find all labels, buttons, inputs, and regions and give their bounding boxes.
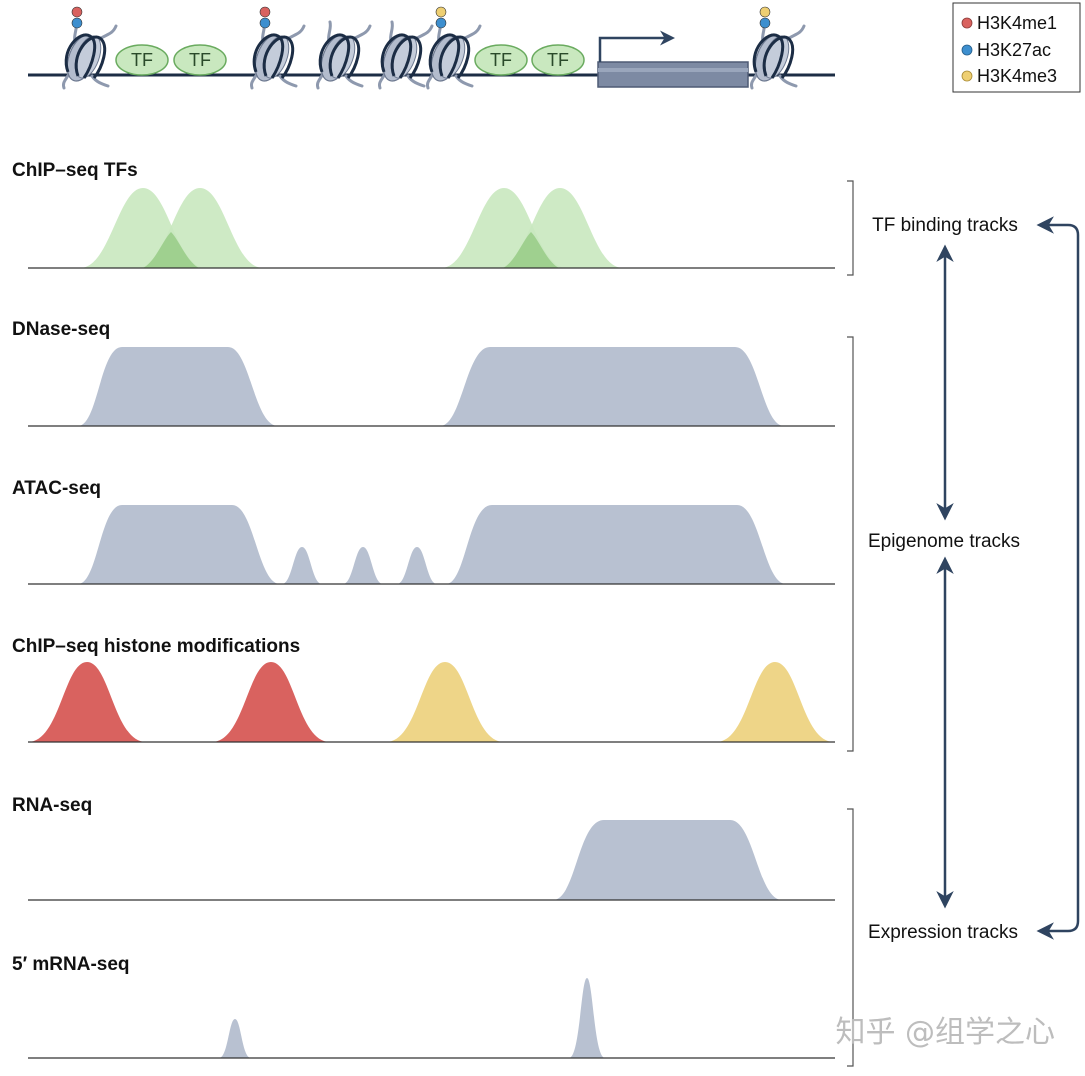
h3k27ac-mark	[759, 17, 771, 29]
bracket-expression	[847, 808, 854, 1067]
locus-schematic: TF TF TF TF	[28, 6, 835, 90]
arrow-tf-expression	[1036, 216, 1080, 940]
h3k4me3-peak	[716, 662, 834, 742]
svg-text:TF: TF	[189, 50, 211, 70]
svg-text:H3K27ac: H3K27ac	[977, 40, 1051, 60]
h3k4me3-mark	[435, 6, 447, 18]
legend-item-h3k27ac: H3K27ac	[961, 40, 1051, 60]
accessibility-peak	[78, 505, 280, 584]
h3k4me3-mark	[759, 6, 771, 18]
track-title: DNase-seq	[12, 319, 110, 340]
tf-protein: TF	[115, 44, 169, 76]
svg-text:TF: TF	[547, 50, 569, 70]
h3k4me1-peak	[212, 662, 330, 742]
tss-peak	[569, 978, 605, 1058]
group-label-expression: Expression tracks	[868, 922, 1018, 943]
track-title: 5′ mRNA-seq	[12, 954, 130, 975]
watermark: 知乎 @组学之心	[835, 1015, 1055, 1050]
tf-protein: TF	[173, 44, 227, 76]
track-title: RNA-seq	[12, 795, 92, 816]
track-title: ATAC-seq	[12, 478, 101, 499]
relationship-arrows	[936, 216, 1080, 940]
track-title: ChIP–seq TFs	[12, 160, 138, 181]
nucleosome-peak	[282, 547, 322, 584]
svg-text:TF: TF	[490, 50, 512, 70]
track-chip-tf: ChIP–seq TFs	[12, 160, 835, 269]
h3k4me1-mark	[259, 6, 271, 18]
nucleosome-icon	[426, 6, 482, 90]
accessibility-peak	[440, 347, 784, 426]
track-dnase: DNase-seq	[12, 319, 835, 427]
nucleosome-icon	[316, 20, 372, 90]
group-label-epigenome: Epigenome tracks	[868, 531, 1020, 552]
track-atac: ATAC-seq	[12, 478, 835, 585]
tss-peak	[219, 1019, 251, 1058]
nucleosome-icon	[62, 6, 118, 90]
svg-text:TF: TF	[131, 50, 153, 70]
transcript-coverage	[553, 820, 782, 900]
tf-peaks	[80, 188, 623, 268]
track-rna: RNA-seq	[12, 795, 835, 901]
h3k27ac-mark	[71, 17, 83, 29]
nucleosome-peak	[343, 547, 383, 584]
nucleosome-peak	[397, 547, 437, 584]
tf-protein: TF	[531, 44, 585, 76]
tf-protein: TF	[474, 44, 528, 76]
gene-body	[597, 61, 749, 88]
svg-text:H3K4me1: H3K4me1	[977, 13, 1057, 33]
tss-arrow	[598, 30, 675, 62]
h3k27ac-mark	[435, 17, 447, 29]
bracket-tf-binding	[847, 180, 854, 276]
bracket-epigenome	[847, 336, 854, 752]
group-label-tf-binding: TF binding tracks	[872, 215, 1018, 236]
track-chip-histone: ChIP–seq histone modifications	[12, 636, 835, 743]
track-title: ChIP–seq histone modifications	[12, 636, 300, 657]
legend-box	[952, 2, 1081, 93]
track-mrna5: 5′ mRNA-seq	[12, 954, 835, 1059]
h3k4me1-mark	[71, 6, 83, 18]
legend-item-h3k4me1: H3K4me1	[961, 13, 1057, 33]
gene-body-stripe	[598, 68, 748, 72]
h3k27ac-mark	[259, 17, 271, 29]
h3k4me3-peak	[386, 662, 504, 742]
nucleosome-icon	[378, 20, 434, 90]
h3k4me1-peak	[28, 662, 146, 742]
accessibility-peak	[446, 505, 786, 584]
legend-item-h3k4me3: H3K4me3	[961, 66, 1057, 86]
legend: H3K4me1 H3K27ac H3K4me3	[952, 2, 1081, 93]
accessibility-peak	[78, 347, 278, 426]
nucleosome-icon	[250, 6, 306, 90]
nucleosome-icon	[750, 6, 806, 90]
group-brackets	[847, 180, 854, 1067]
svg-text:H3K4me3: H3K4me3	[977, 66, 1057, 86]
